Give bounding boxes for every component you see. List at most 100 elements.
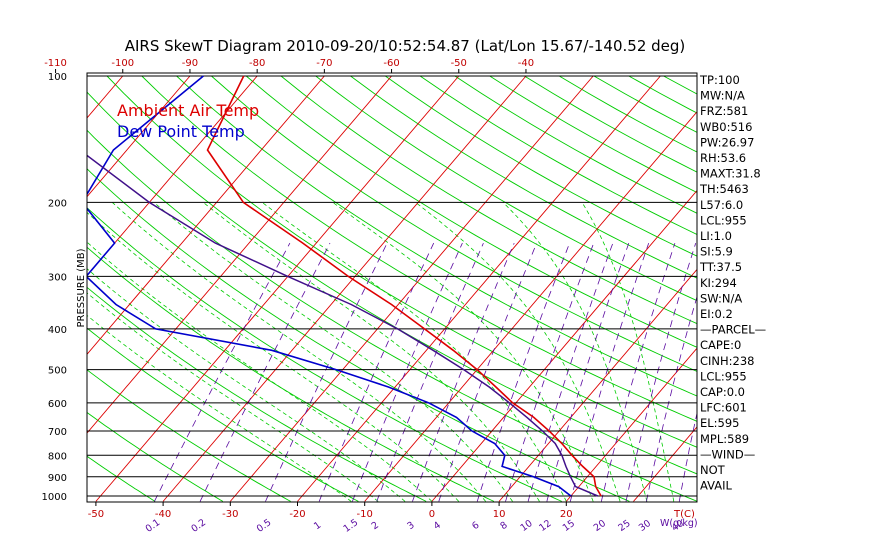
mixing-ratio-line xyxy=(476,242,570,502)
moist-adiabat xyxy=(112,202,486,502)
pressure-tick-label: 300 xyxy=(48,272,67,283)
dry-adiabat xyxy=(141,75,697,422)
dry-adiabat xyxy=(87,327,359,502)
dry-adiabat xyxy=(350,75,697,279)
mixing-ratio-label: 2 xyxy=(370,520,381,532)
stability-index: EI:0.2 xyxy=(700,307,733,321)
top-temp-tick-label: -100 xyxy=(111,58,134,69)
mixing-ratio-line xyxy=(601,242,676,502)
dry-adiabat xyxy=(87,246,495,502)
stability-index: PW:26.97 xyxy=(700,135,754,149)
isotherm xyxy=(87,75,325,355)
top-temp-tick-label: -60 xyxy=(383,58,399,69)
top-temp-tick-label: -110 xyxy=(44,58,67,69)
stability-index: SW:N/A xyxy=(700,291,742,305)
stability-index: TT:37.5 xyxy=(699,260,742,274)
stability-index: MAXT:31.8 xyxy=(700,167,761,181)
stability-index: L57:6.0 xyxy=(700,198,743,212)
top-temp-tick-label: -50 xyxy=(451,58,467,69)
bottom-temp-tick-label: -30 xyxy=(222,509,238,520)
mixing-ratio-label: 30 xyxy=(637,518,653,534)
stability-index: AVAIL xyxy=(700,479,733,493)
mixing-ratio-label: 8 xyxy=(498,520,509,532)
mixing-ratio-label: 0.2 xyxy=(189,517,208,535)
moist-adiabat xyxy=(502,202,648,502)
stability-index: —WIND— xyxy=(700,447,755,461)
dry-adiabat xyxy=(87,411,224,502)
moist-adiabat xyxy=(415,202,621,502)
dry-adiabat xyxy=(245,75,697,348)
y-axis-label: PRESSURE (MB) xyxy=(76,248,87,327)
dew-point-temp-line xyxy=(87,75,572,497)
stability-index: TH:5463 xyxy=(699,182,749,196)
mixing-ratio-line xyxy=(527,242,614,502)
isobar-layer xyxy=(87,75,697,497)
moist-adiabat xyxy=(87,241,433,502)
legend: Ambient Air Temp Dew Point Temp xyxy=(117,101,259,141)
dry-adiabat xyxy=(87,286,427,502)
temperature-unit-label: T(C) xyxy=(673,509,695,520)
mixing-ratio-label: 20 xyxy=(592,518,608,534)
bottom-temp-tick-label: -50 xyxy=(88,509,104,520)
isotherm xyxy=(229,75,594,502)
bottom-temp-tick-label: 10 xyxy=(493,509,506,520)
stability-index: WB0:516 xyxy=(700,120,752,134)
stability-index: LCL:955 xyxy=(700,213,747,227)
top-temp-tick-label: -80 xyxy=(249,58,265,69)
stability-index: —PARCEL— xyxy=(700,323,766,337)
dry-adiabat xyxy=(385,75,697,257)
dry-adiabat xyxy=(0,76,20,501)
stability-index: RH:53.6 xyxy=(700,151,746,165)
pressure-tick-label: 800 xyxy=(48,451,67,462)
dry-adiabat xyxy=(87,369,291,502)
dry-adiabat xyxy=(176,75,697,397)
mixing-ratio-label: 12 xyxy=(537,518,553,534)
moist-adiabat xyxy=(87,314,352,502)
dry-adiabat xyxy=(87,91,697,475)
moist-adiabat xyxy=(87,268,406,502)
dry-adiabat xyxy=(768,76,870,501)
dry-adiabat xyxy=(87,455,156,502)
pressure-tick-label: 200 xyxy=(48,198,67,209)
pressure-tick-label: 500 xyxy=(48,366,67,377)
stability-index: CAP:0.0 xyxy=(700,385,745,399)
stability-index: CINH:238 xyxy=(700,354,755,368)
mixing-ratio-label: 3 xyxy=(405,520,416,532)
bottom-temp-tick-label: -10 xyxy=(357,509,373,520)
bottom-temp-tick-label: 0 xyxy=(429,509,435,520)
dry-adiabat xyxy=(803,76,870,501)
mixing-ratio-line xyxy=(199,242,331,502)
dry-adiabat xyxy=(419,75,697,235)
pressure-tick-label: 900 xyxy=(48,473,67,484)
isotherm xyxy=(297,75,661,502)
mixing-ratio-label: 0.5 xyxy=(255,517,274,535)
top-temp-tick-label: -90 xyxy=(182,58,198,69)
isotherm xyxy=(87,75,258,277)
mixing-ratio-label: 15 xyxy=(561,518,577,534)
bottom-temp-tick-label: -40 xyxy=(155,509,171,520)
dry-adiabat xyxy=(838,76,870,501)
ambient-air-temp-line xyxy=(206,75,602,497)
mixing-ratio-label: 25 xyxy=(616,518,632,534)
mixing-ratio-unit-label: W(g/kg) xyxy=(660,518,698,529)
dry-adiabat xyxy=(280,75,697,325)
bottom-temp-tick-label: 20 xyxy=(560,509,573,520)
stability-index: KI:294 xyxy=(700,276,737,290)
pressure-tick-label: 700 xyxy=(48,427,67,438)
dry-adiabat xyxy=(211,75,697,372)
pressure-tick-label: 400 xyxy=(48,325,67,336)
moist-adiabat xyxy=(203,202,540,502)
mixing-ratio-line xyxy=(438,242,538,502)
dry-adiabat xyxy=(315,75,697,302)
moist-adiabat xyxy=(261,202,567,502)
dry-adiabat xyxy=(106,75,697,448)
stability-index: MW:N/A xyxy=(700,89,745,103)
top-temp-tick-label: -70 xyxy=(316,58,332,69)
chart-title: AIRS SkewT Diagram 2010-09-20/10:52:54.8… xyxy=(125,37,686,55)
top-temp-tick-label: -40 xyxy=(518,58,534,69)
isotherm xyxy=(498,268,697,502)
pressure-tick-label: 100 xyxy=(48,72,67,83)
stability-index: MPL:589 xyxy=(700,432,749,446)
parcel-line xyxy=(87,154,599,497)
